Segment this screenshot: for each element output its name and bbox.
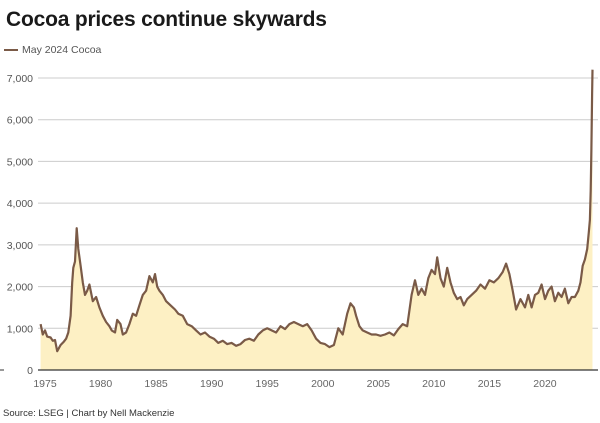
y-tick-label: 1,000 — [7, 323, 33, 335]
source-note: Source: LSEG | Chart by Nell Mackenzie — [3, 408, 175, 419]
y-tick-label: 3,000 — [7, 240, 33, 252]
x-tick-label: 1990 — [200, 378, 224, 390]
y-tick-label: 2,000 — [7, 282, 33, 294]
x-tick-label: 1995 — [256, 378, 280, 390]
y-tick-label: 6,000 — [7, 115, 33, 127]
y-axis-ticks: 0 1,000 2,000 3,000 4,000 5,000 6,000 7,000 — [7, 73, 33, 377]
y-tick-label: 0 — [27, 365, 33, 377]
y-tick-label: 4,000 — [7, 198, 33, 210]
legend: May 2024 Cocoa — [4, 44, 101, 56]
x-tick-label: 2005 — [367, 378, 391, 390]
legend-label: May 2024 Cocoa — [22, 44, 102, 56]
y-tick-label: 7,000 — [7, 73, 33, 85]
x-tick-label: 2010 — [422, 378, 446, 390]
price-line — [39, 69, 594, 353]
x-tick-label: 2000 — [311, 378, 335, 390]
x-axis-ticks: 1975 1980 1985 1990 1995 2000 2005 2010 2015 2020 — [33, 378, 556, 390]
legend-line-swatch — [4, 49, 18, 51]
x-tick-label: 1975 — [33, 378, 57, 390]
price-area-fill — [40, 69, 593, 370]
x-tick-label: 1985 — [144, 378, 168, 390]
y-tick-label: 5,000 — [7, 156, 33, 168]
chart-title: Cocoa prices continue skywards — [6, 8, 327, 31]
x-tick-label: 2020 — [533, 378, 557, 390]
x-tick-label: 1980 — [89, 378, 113, 390]
x-tick-label: 2015 — [478, 378, 502, 390]
gridlines — [38, 77, 598, 329]
